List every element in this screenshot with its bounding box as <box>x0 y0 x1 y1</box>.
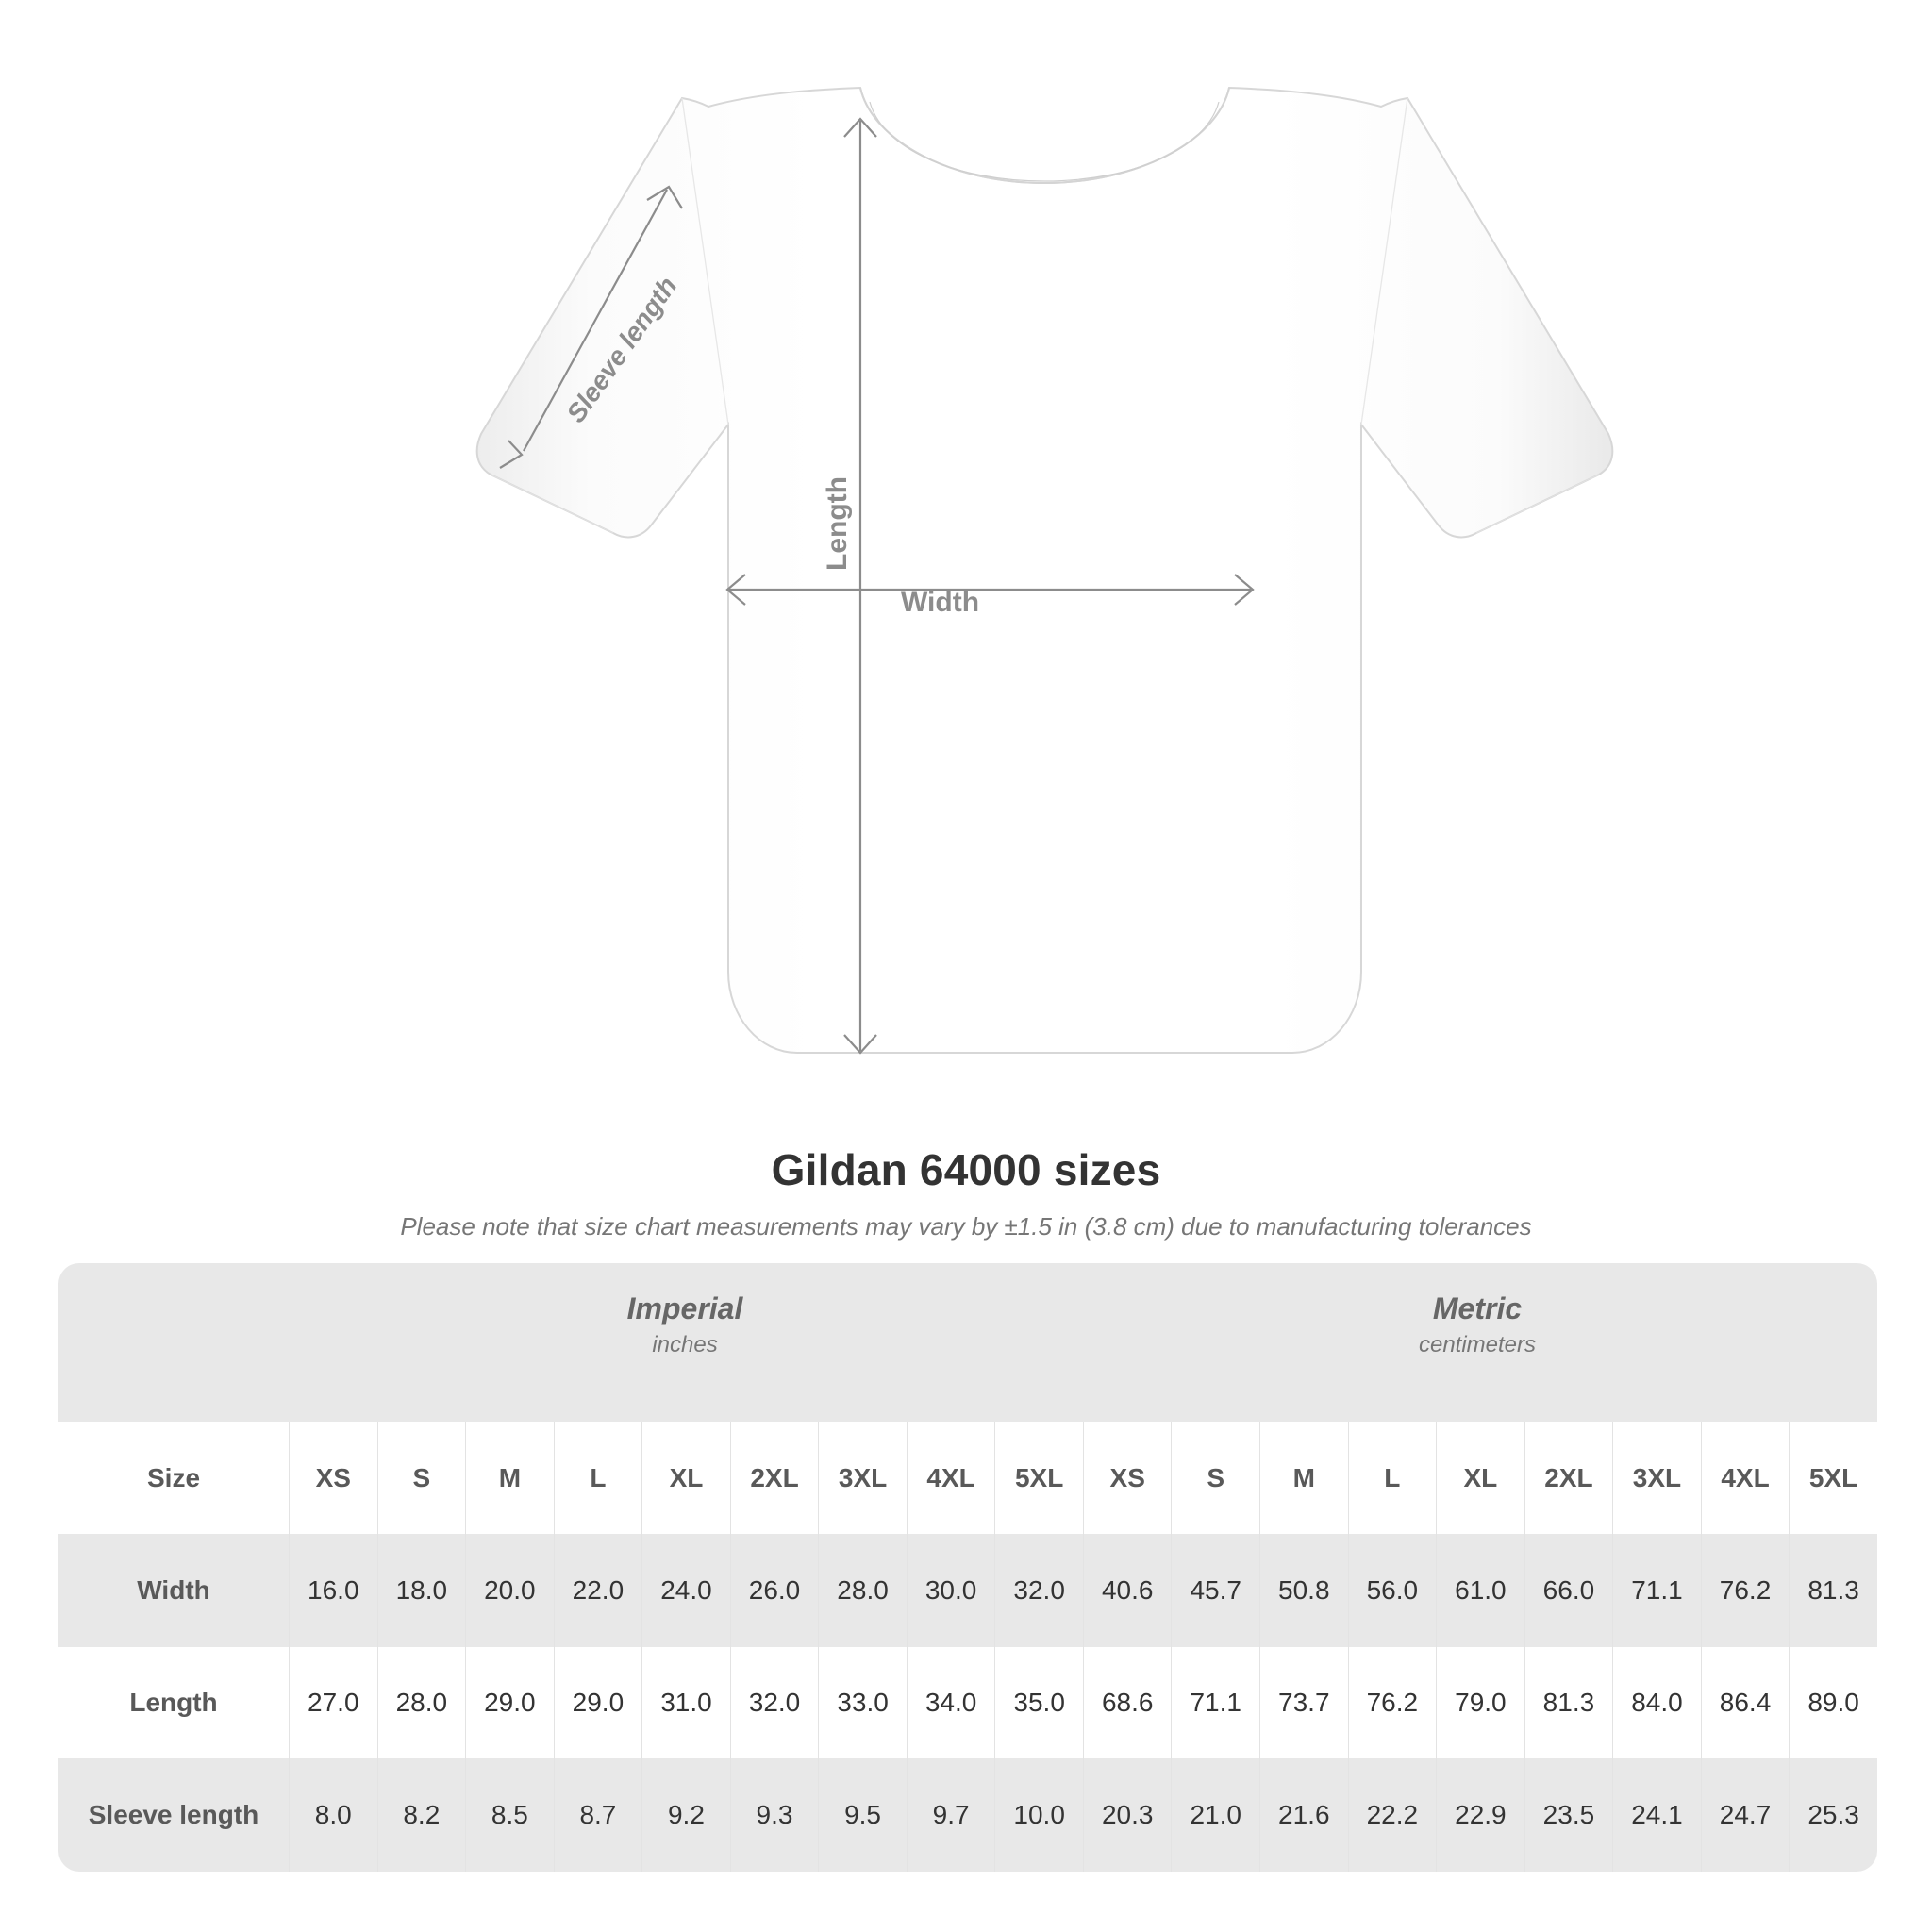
svg-text:Length: Length <box>822 476 853 571</box>
svg-text:Width: Width <box>901 587 979 618</box>
